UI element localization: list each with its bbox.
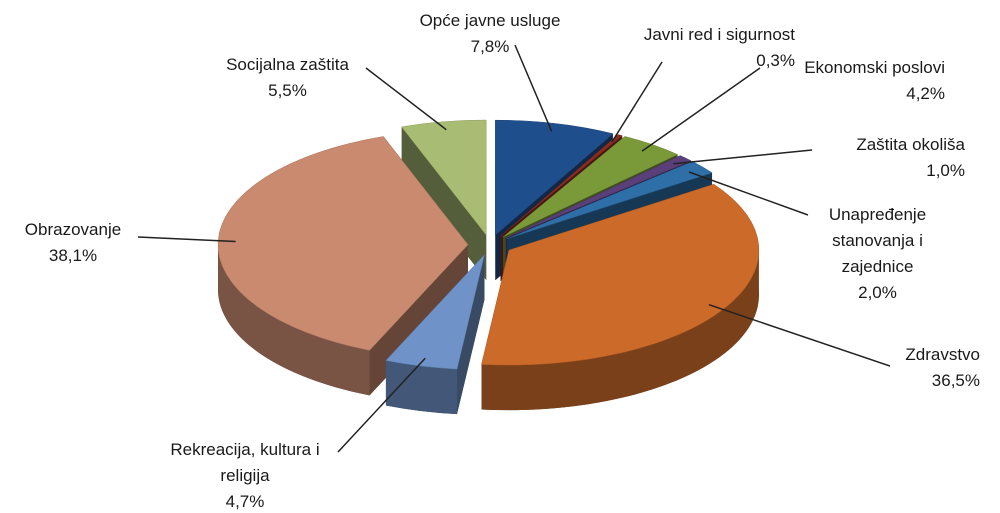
label-name: Unapređenje stanovanja i zajednice xyxy=(828,205,927,276)
slice-top xyxy=(500,134,623,237)
label-value: 7,8% xyxy=(470,37,510,56)
data-label: Obrazovanje 38,1% xyxy=(8,217,138,269)
leader-line xyxy=(365,67,447,131)
label-value: 2,0% xyxy=(858,283,897,302)
label-value: 36,5% xyxy=(931,371,980,390)
slice-top xyxy=(481,183,760,366)
label-name: Zaštita okoliša xyxy=(856,135,965,154)
slice-wall xyxy=(385,360,457,415)
leader-line xyxy=(708,303,891,367)
data-label: Javni red i sigurnost 0,3% xyxy=(595,22,795,74)
data-label: Opće javne usluge 7,8% xyxy=(390,8,590,60)
slice-top xyxy=(401,119,487,236)
leader-line xyxy=(137,236,236,243)
label-name: Ekonomski poslovi xyxy=(804,58,945,77)
label-name: Rekreacija, kultura i religija xyxy=(170,440,320,485)
label-name: Javni red i sigurnost xyxy=(643,25,795,44)
label-value: 4,7% xyxy=(225,492,265,511)
label-value: 5,5% xyxy=(268,81,307,100)
leader-line xyxy=(611,61,663,143)
label-value: 1,0% xyxy=(926,161,965,180)
label-name: Obrazovanje xyxy=(24,220,122,239)
data-label: Rekreacija, kultura i religija 4,7% xyxy=(150,437,340,513)
label-name: Zdravstvo xyxy=(905,345,980,364)
slice-top xyxy=(385,253,485,370)
label-name: Socijalna zaštita xyxy=(226,55,349,74)
leader-line xyxy=(337,357,426,453)
leader-line xyxy=(688,171,809,216)
data-label: Socijalna zaštita 5,5% xyxy=(205,52,370,104)
slice-top xyxy=(495,119,614,236)
label-value: 0,3% xyxy=(756,51,795,70)
leader-line xyxy=(514,44,553,132)
slice xyxy=(481,183,760,411)
label-name: Opće javne usluge xyxy=(419,11,561,30)
slice xyxy=(385,253,485,415)
data-label: Ekonomski poslovi 4,2% xyxy=(755,55,945,107)
label-value: 4,2% xyxy=(906,84,945,103)
label-value: 38,1% xyxy=(48,246,98,265)
leader-line xyxy=(641,67,761,152)
leader-line xyxy=(673,149,813,165)
data-label: Zdravstvo 36,5% xyxy=(880,342,980,394)
slice-wall xyxy=(481,250,759,411)
data-label: Unapređenje stanovanja i zajednice 2,0% xyxy=(800,202,955,306)
slice-top xyxy=(505,155,692,239)
slice-wall xyxy=(218,244,370,396)
data-label: Zaštita okoliša 1,0% xyxy=(810,132,965,184)
